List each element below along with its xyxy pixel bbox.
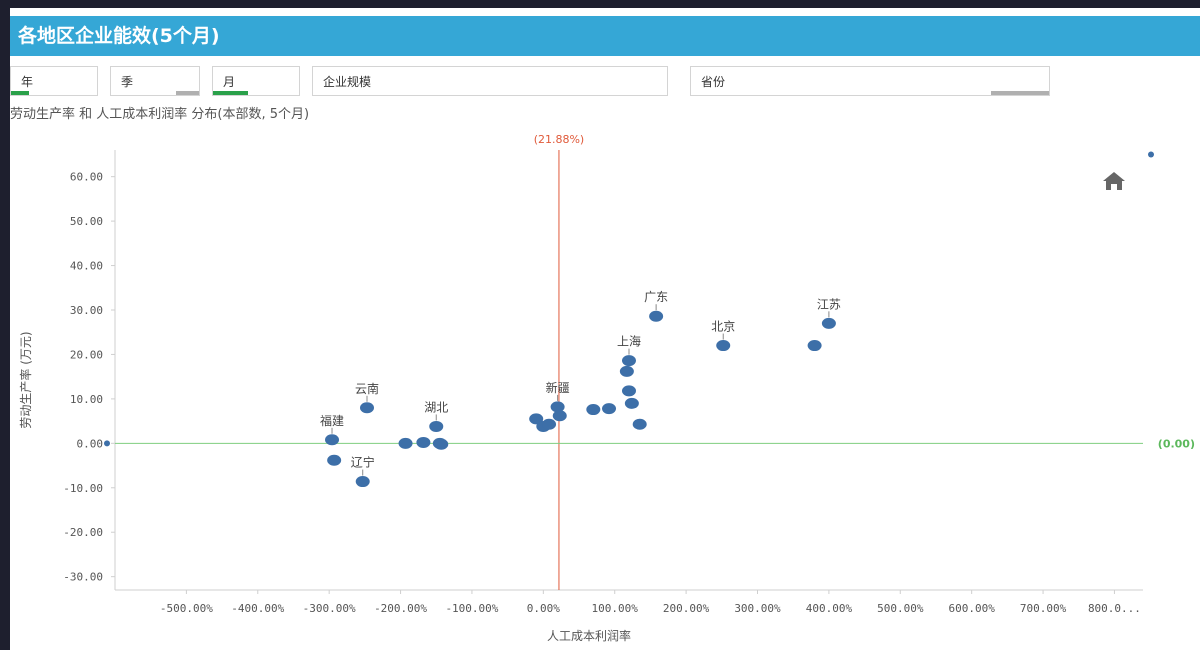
filter-province-label: 省份 — [701, 75, 726, 89]
data-point — [398, 437, 413, 449]
x-tick-label: 0.00% — [527, 602, 560, 615]
y-tick-label: 50.00 — [70, 215, 103, 228]
data-point — [327, 454, 342, 466]
x-tick-label: 700.00% — [1020, 602, 1067, 615]
x-tick-label: -400.00% — [231, 602, 284, 615]
outlier-point — [104, 440, 110, 447]
data-point-label: 北京 — [711, 320, 735, 334]
filter-company-size[interactable]: 企业规模 — [312, 66, 668, 96]
dashboard-panel — [10, 8, 1200, 650]
y-tick-label: -10.00 — [63, 482, 103, 495]
data-point — [619, 365, 634, 377]
filter-year[interactable]: 年 — [10, 66, 98, 96]
panel-title: 各地区企业能效(5个月) — [10, 16, 1200, 56]
data-point — [622, 355, 636, 367]
filter-province-bar — [991, 91, 1049, 95]
filter-month[interactable]: 月 — [212, 66, 300, 96]
x-axis-title: 人工成本利润率 — [547, 628, 631, 643]
outlier-point — [1148, 151, 1154, 158]
data-point — [586, 404, 601, 416]
chart-subtitle: 劳动生产率 和 人工成本利润率 分布(本部数, 5个月) — [10, 107, 310, 122]
y-tick-label: -20.00 — [63, 526, 103, 539]
ref-line-y-label: (0.00) — [1158, 437, 1195, 450]
data-point — [624, 397, 639, 409]
data-point — [716, 340, 731, 352]
data-point-label: 湖北 — [424, 399, 448, 414]
x-tick-label: -200.00% — [374, 602, 427, 615]
filter-quarter[interactable]: 季 — [110, 66, 200, 96]
filter-month-label: 月 — [223, 75, 236, 89]
x-tick-label: 500.00% — [877, 602, 924, 615]
x-tick-label: 400.00% — [806, 602, 853, 615]
data-point — [529, 413, 544, 425]
data-point-label: 福建 — [320, 413, 344, 428]
data-point — [821, 317, 836, 329]
data-point — [429, 420, 444, 432]
data-point — [542, 418, 557, 430]
data-point — [552, 410, 567, 422]
ref-line-x-label: (21.88%) — [534, 133, 585, 146]
x-tick-label: -300.00% — [303, 602, 356, 615]
data-point — [632, 418, 647, 430]
data-point-label: 辽宁 — [351, 455, 375, 470]
data-point — [434, 438, 449, 450]
data-point — [622, 385, 636, 397]
data-point-label: 广东 — [644, 290, 668, 304]
filter-quarter-bar — [176, 91, 199, 95]
y-tick-label: -30.00 — [63, 571, 103, 584]
home-icon[interactable] — [1100, 170, 1128, 192]
data-point — [550, 401, 565, 413]
x-tick-label: 600.00% — [948, 602, 995, 615]
x-tick-label: -100.00% — [445, 602, 498, 615]
y-tick-label: 20.00 — [70, 348, 103, 361]
x-tick-label: 300.00% — [734, 602, 781, 615]
x-tick-label: 800.0... — [1088, 602, 1141, 615]
y-tick-label: 0.00 — [77, 437, 104, 450]
data-point — [325, 434, 340, 446]
panel-content: 各地区企业能效(5个月) 年 季 月 企业规模 省份 劳动生产率 和 人工成本利… — [10, 8, 1200, 650]
data-point — [807, 340, 822, 352]
data-point — [416, 436, 431, 448]
x-tick-label: 200.00% — [663, 602, 710, 615]
data-point — [360, 402, 375, 414]
y-axis-title: 劳动生产率 (万元) — [18, 331, 33, 428]
x-tick-label: 100.00% — [592, 602, 639, 615]
filter-year-label: 年 — [21, 75, 34, 89]
y-tick-label: 10.00 — [70, 393, 103, 406]
data-point — [355, 476, 370, 488]
filter-year-bar — [11, 91, 29, 95]
x-tick-label: -500.00% — [160, 602, 213, 615]
filter-province[interactable]: 省份 — [690, 66, 1050, 96]
filter-company-size-label: 企业规模 — [323, 75, 372, 89]
data-point-label: 江苏 — [817, 297, 841, 311]
y-tick-label: 30.00 — [70, 304, 103, 317]
y-tick-label: 60.00 — [70, 171, 103, 184]
y-tick-label: 40.00 — [70, 260, 103, 273]
data-point — [602, 403, 617, 415]
data-point-label: 云南 — [355, 381, 379, 396]
data-point-label: 新疆 — [546, 380, 570, 395]
data-point — [649, 310, 664, 322]
data-point-label: 上海 — [617, 334, 641, 349]
filter-quarter-label: 季 — [121, 75, 134, 89]
filter-month-bar — [213, 91, 248, 95]
